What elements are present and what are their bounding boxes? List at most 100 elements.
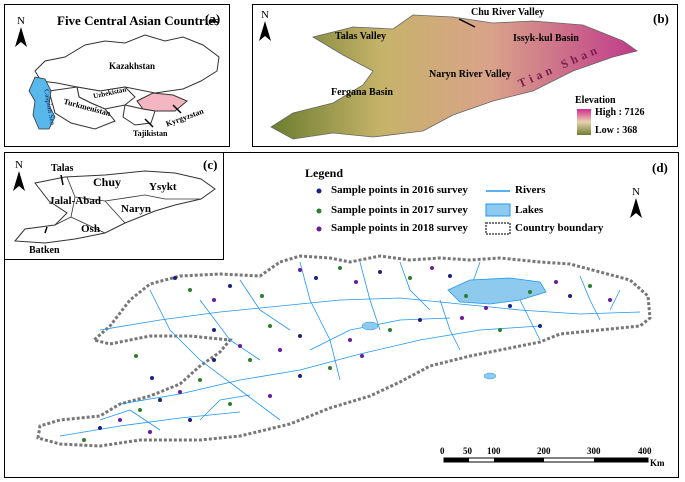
legend-item-2017: Sample points in 2017 survey (331, 204, 468, 216)
scale-tick-0: 0 (440, 446, 445, 456)
sample-point (508, 304, 512, 308)
kyrgyzstan-relief (270, 14, 638, 140)
issyk-kul-basin-label: Issyk-kul Basin (513, 33, 579, 44)
elevation-map (270, 14, 638, 140)
sample-point (328, 366, 332, 370)
elevation-legend-title: Elevation (575, 95, 616, 106)
north-letter: N (15, 159, 23, 171)
sample-point (354, 280, 358, 284)
sample-point (528, 290, 532, 294)
sample-point (430, 266, 434, 270)
sample-point (134, 354, 138, 358)
sample-point (248, 358, 252, 362)
scale-tick-100: 100 (487, 446, 501, 456)
north-letter: N (17, 15, 25, 27)
sample-points (82, 266, 612, 442)
sample-point (298, 334, 302, 338)
tajikistan-pointer (144, 118, 154, 128)
sample-point (408, 276, 412, 280)
panel-d-label: (d) (652, 160, 668, 175)
sample-point (150, 376, 154, 380)
elevation-colorbar (577, 109, 591, 135)
chu-river-valley-label: Chu River Valley (471, 7, 545, 18)
chu-pointer (458, 18, 476, 28)
sample-point (173, 276, 177, 280)
jalal-abad-label: Jalal-Abad (49, 195, 101, 207)
region-border (70, 196, 106, 234)
panel-b-label: (b) (653, 11, 669, 26)
sample-point (212, 358, 216, 362)
sample-point (314, 276, 318, 280)
regions-map (13, 170, 216, 244)
sample-point (418, 318, 422, 322)
sample-point (268, 324, 272, 328)
sample-point (608, 298, 612, 302)
sample-point (278, 348, 282, 352)
caspian-sea-shape (28, 76, 56, 130)
legend-item-boundary: Country boundary (515, 222, 604, 234)
sample-point (82, 438, 86, 442)
batken-pointer (44, 226, 48, 234)
sample-point (238, 344, 242, 348)
north-arrow-icon (259, 21, 271, 41)
legend-item-2018: Sample points in 2018 survey (331, 222, 468, 234)
kyrgyzstan-pointer (172, 104, 182, 114)
country-boundary (36, 254, 652, 448)
sample-point (484, 306, 488, 310)
north-arrow-icon (15, 27, 27, 47)
legend-symbol-boundary (485, 222, 511, 235)
legend-item-lakes: Lakes (515, 204, 544, 216)
legend-item-2016: Sample points in 2016 survey (331, 184, 468, 196)
panel-c-label: (c) (203, 157, 218, 172)
sample-point (588, 284, 592, 288)
tajikistan-label: Tajikistan (133, 129, 168, 138)
sample-point (178, 390, 182, 394)
sample-point (198, 378, 202, 382)
sample-point (388, 328, 392, 332)
region-border (104, 200, 126, 224)
sample-point (464, 294, 468, 298)
elevation-low: Low : 368 (595, 125, 638, 136)
north-arrow-c: N (11, 159, 27, 196)
sample-point (298, 268, 302, 272)
north-arrow-a: N (13, 15, 29, 52)
sample-point (554, 280, 558, 284)
sample-point (348, 338, 352, 342)
panel-d (4, 152, 679, 478)
panel-a: Five Central Asian Countries (a) Kazakhs… (4, 4, 230, 147)
scale-tick-50: 50 (463, 446, 472, 456)
north-letter: N (632, 186, 640, 198)
panel-a-label: (a) (205, 11, 221, 26)
sample-point (498, 328, 502, 332)
talas-label: Talas (51, 163, 74, 174)
issyk-kul-lake (447, 277, 547, 305)
sample-point (298, 374, 302, 378)
sample-point (148, 430, 152, 434)
sample-point (460, 316, 464, 320)
sample-point (568, 294, 572, 298)
north-letter: N (261, 9, 269, 21)
scale-tick-400: 400 (638, 446, 652, 456)
chatyr-kul-lake (483, 372, 497, 380)
sample-point (212, 298, 216, 302)
sample-point (158, 398, 162, 402)
region-border (54, 216, 72, 226)
legend-symbol-2018 (316, 226, 322, 232)
turkmenistan-shape (48, 86, 116, 130)
scale-bar (443, 457, 649, 463)
talas-pointer (60, 174, 64, 186)
sample-point (360, 354, 364, 358)
north-arrow-b: N (257, 9, 273, 46)
sample-point (268, 394, 272, 398)
river-network (59, 261, 641, 437)
legend-symbol-lakes (485, 203, 511, 217)
sample-point (118, 418, 122, 422)
sample-point (228, 284, 232, 288)
legend-item-rivers: Rivers (515, 184, 546, 196)
naryn-label: Naryn (121, 203, 151, 215)
sample-point (188, 288, 192, 292)
sample-point (98, 426, 102, 430)
legend-symbol-2016 (316, 188, 322, 194)
legend-title: Legend (305, 166, 344, 180)
